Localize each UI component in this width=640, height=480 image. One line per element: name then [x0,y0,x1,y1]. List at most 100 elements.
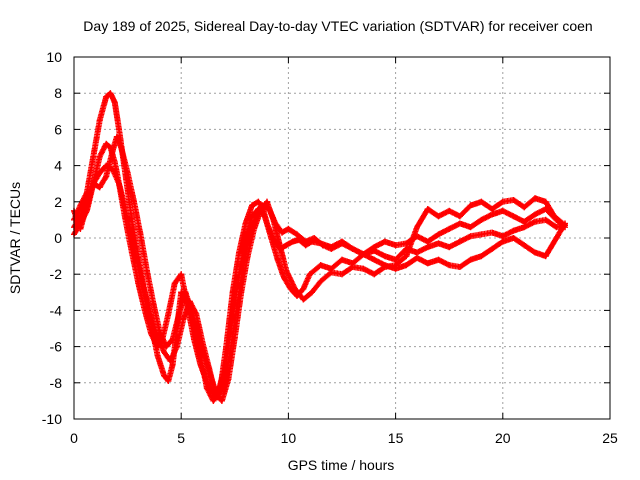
y-tick-label: 6 [54,121,62,137]
y-tick-label: 8 [54,85,62,101]
data-point [499,198,506,205]
data-point [264,198,270,205]
data-point [272,220,279,227]
data-points [71,90,568,404]
data-point [371,244,378,251]
data-point [349,264,356,270]
data-point [510,227,517,234]
data-point [274,256,281,263]
data-point [233,303,240,310]
data-point [435,231,442,238]
data-point [521,218,528,225]
data-point [392,242,399,249]
data-point [435,240,442,247]
y-tick-label: 10 [46,49,62,65]
data-point [83,202,90,209]
data-point [446,207,453,214]
data-point [339,256,345,263]
data-point [240,264,247,270]
data-point [403,253,410,260]
data-point [553,224,560,231]
data-point [90,180,97,187]
data-point [191,336,198,343]
data-point [279,229,285,236]
data-point [171,280,178,287]
data-point [208,376,215,383]
data-point [510,235,517,241]
x-tick-label: 15 [388,430,404,446]
x-tick-label: 0 [70,430,78,446]
x-tick-label: 20 [495,430,511,446]
data-point [276,242,283,249]
data-point [467,256,474,263]
data-point [103,173,110,180]
data-point [176,311,183,317]
data-point [161,372,167,379]
data-point [289,238,296,245]
data-point [414,254,420,261]
data-point [285,225,292,232]
data-point [169,336,176,343]
data-point [328,269,335,276]
data-point [478,253,485,260]
data-point [392,256,399,263]
data-point [456,238,463,245]
data-point [339,240,345,247]
data-point [478,216,485,223]
data-point [360,265,367,272]
data-point [96,153,103,160]
data-point [446,225,453,232]
data-point [135,262,142,269]
data-point [203,379,210,386]
data-point [510,197,517,203]
grid [74,57,610,419]
data-point [77,225,84,232]
data-point [148,330,155,337]
data-point [311,235,318,241]
data-point [532,249,538,256]
data-point [553,216,560,223]
data-point [261,213,268,220]
data-point [128,235,135,241]
data-point [103,140,110,147]
data-point [173,343,180,350]
data-point [424,238,431,245]
data-point [339,271,345,278]
data-point [291,285,298,292]
data-point [283,242,290,249]
data-point [532,218,538,225]
data-point [281,274,288,281]
data-point [456,220,463,227]
data-point [111,99,118,106]
data-point [403,262,410,269]
data-point [478,198,485,205]
data-point [180,316,187,323]
series-3 [71,162,566,404]
data-point [218,397,225,404]
data-point [381,253,388,260]
data-point [167,358,174,365]
data-point [489,211,496,218]
data-point [456,213,463,220]
data-point [156,329,163,336]
data-point [414,233,420,240]
data-point [328,245,335,252]
data-point [197,361,204,368]
data-point [521,204,528,211]
data-point [227,347,234,354]
data-point [435,256,442,263]
data-point [122,206,129,212]
chart-title: Day 189 of 2025, Sidereal Day-to-day VTE… [83,18,592,34]
data-point [467,224,474,231]
data-point [489,206,496,212]
data-point [309,289,315,296]
data-point [456,264,463,270]
data-point [499,238,506,245]
data-point [300,296,307,303]
data-point [163,343,170,350]
data-point [182,289,189,296]
data-point [467,202,474,209]
data-point [424,244,431,251]
data-point [141,289,148,296]
